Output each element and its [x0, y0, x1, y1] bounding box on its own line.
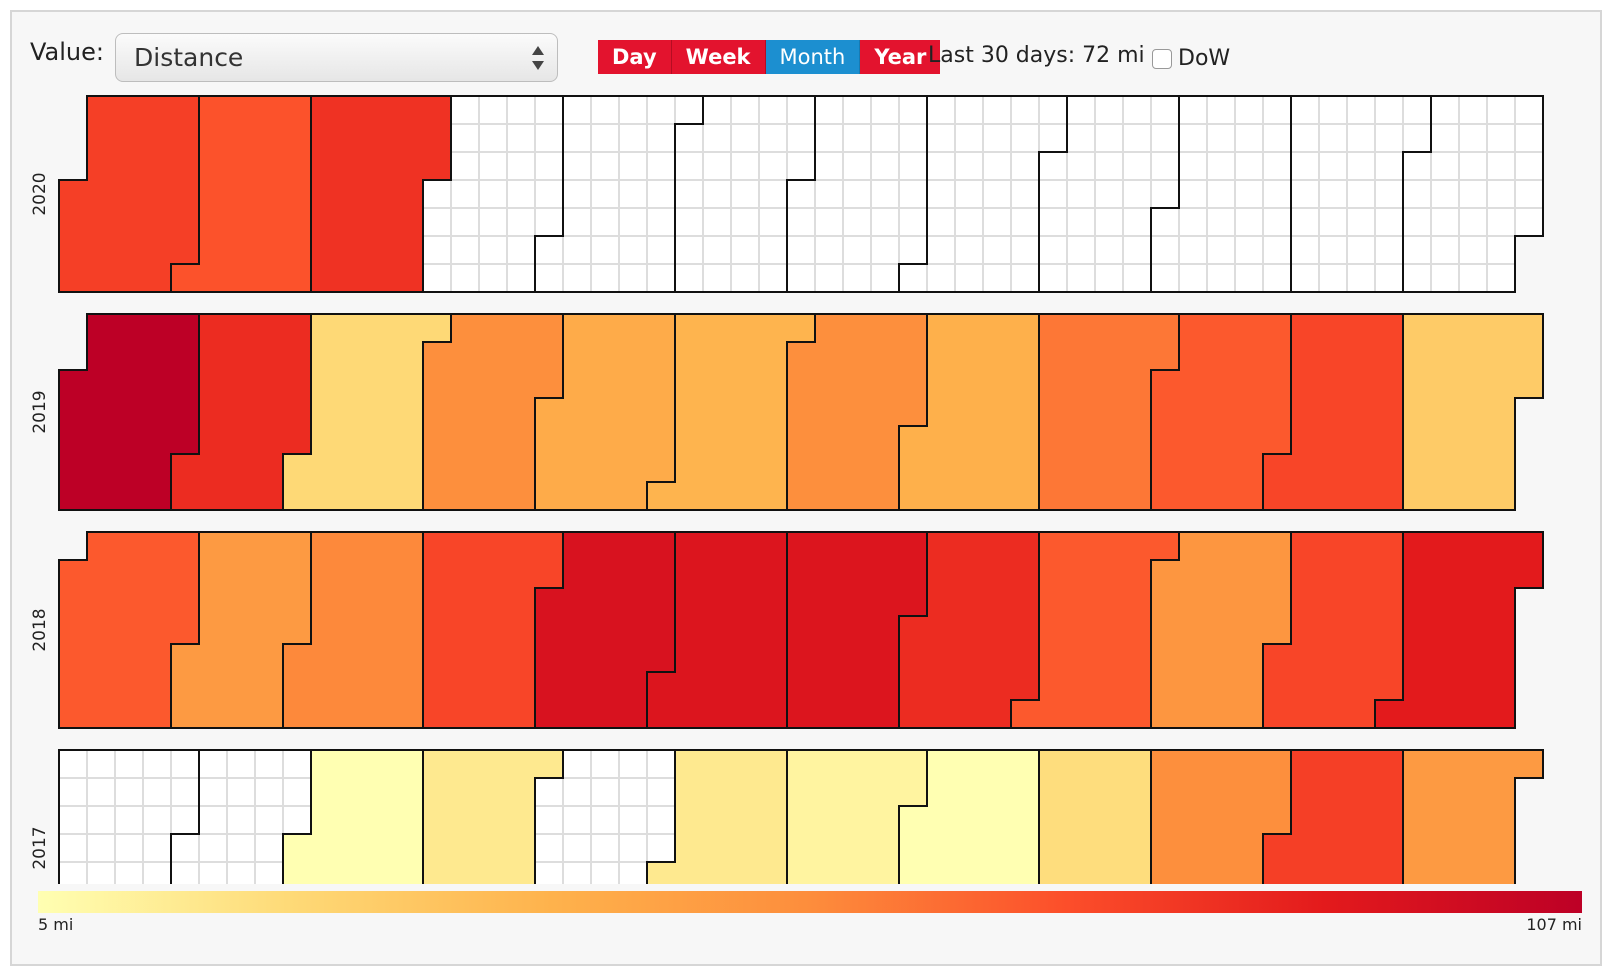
week-button[interactable]: Week	[671, 40, 766, 74]
color-legend-bar	[38, 891, 1582, 913]
month-cell-2020-jan[interactable]	[58, 95, 200, 293]
value-select[interactable]: Distance	[115, 33, 558, 82]
month-cell-2019-dec[interactable]	[1402, 313, 1544, 511]
month-cell-2020-sep[interactable]	[1038, 95, 1180, 293]
month-cell-2020-dec[interactable]	[1402, 95, 1544, 293]
month-cell-2020-apr[interactable]	[422, 95, 564, 293]
year-row-2017: 2017	[30, 749, 1544, 890]
year-label-2019: 2019	[30, 390, 50, 433]
year-label-2020: 2020	[30, 172, 50, 215]
select-arrows-icon	[532, 46, 544, 70]
year-label-2018: 2018	[30, 608, 50, 651]
value-select-text: Distance	[134, 43, 244, 72]
dow-toggle[interactable]: DoW	[1152, 46, 1230, 71]
month-cell-2017-dec[interactable]	[1375, 749, 1544, 890]
year-label-2017: 2017	[30, 826, 50, 869]
calendar-heatmap: 2020 2019 2018 2017	[30, 95, 1544, 890]
legend-max-label: 107 mi	[1526, 915, 1582, 934]
year-button[interactable]: Year	[860, 40, 941, 74]
month-cell-2017-jan[interactable]	[58, 749, 200, 890]
day-button[interactable]: Day	[598, 40, 672, 74]
dow-label: DoW	[1178, 46, 1231, 71]
value-label: Value:	[30, 38, 104, 66]
month-cell-2018-dec[interactable]	[1374, 531, 1544, 729]
last-30-days-summary: Last 30 days: 72 mi	[928, 43, 1145, 68]
month-button[interactable]: Month	[765, 40, 861, 74]
year-row-2018: 2018	[30, 531, 1544, 729]
legend-min-label: 5 mi	[38, 915, 74, 934]
year-row-2020: 2020	[30, 95, 1544, 293]
dow-checkbox[interactable]	[1152, 48, 1172, 69]
year-row-2019: 2019	[30, 313, 1544, 511]
granularity-buttons: Day Week Month Year	[598, 40, 941, 74]
